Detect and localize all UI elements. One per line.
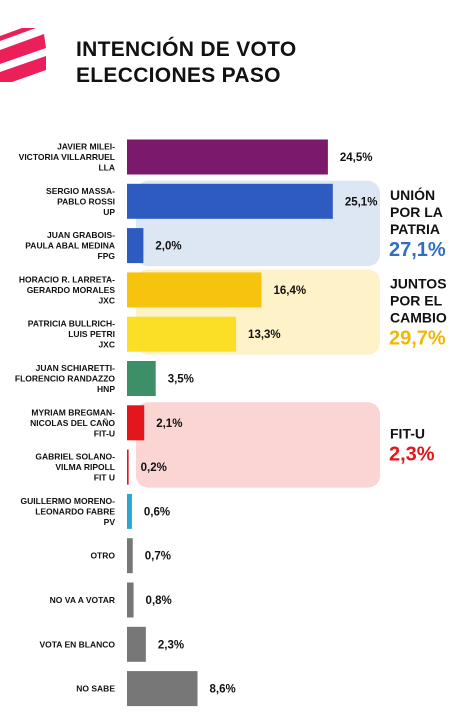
group-name-1-0: JUNTOS	[390, 276, 447, 292]
category-label-1-1: PABLO ROSSI	[57, 196, 115, 206]
value-label-3: 16,4%	[273, 285, 306, 297]
category-label-2-2: FPG	[98, 251, 116, 261]
logo-stripe-3	[0, 56, 46, 82]
value-label-10: 0,8%	[146, 595, 172, 607]
category-label-0-0: JAVIER MILEI-	[57, 142, 115, 152]
category-label-0-1: VICTORIA VILLARRUEL	[19, 152, 115, 162]
category-label-4-0: PATRICIA BULLRICH-	[28, 319, 115, 329]
category-label-4-2: JXC	[98, 340, 115, 350]
value-label-4: 13,3%	[248, 329, 281, 341]
category-label-4-1: LUIS PETRI	[68, 329, 115, 339]
category-label-7-1: VILMA RIPOLL	[55, 462, 115, 472]
value-label-1: 25,1%	[345, 196, 378, 208]
bar-5	[127, 361, 156, 396]
bar-9	[127, 538, 133, 574]
category-label-5-2: HNP	[97, 384, 115, 394]
category-label-12-0: NO SABE	[76, 684, 115, 694]
value-label-8: 0,6%	[144, 506, 170, 518]
bar-7	[127, 449, 129, 485]
category-label-3-0: HORACIO R. LARRETA-	[19, 274, 115, 284]
value-label-5: 3,5%	[168, 374, 194, 386]
category-label-6-1: NICOLAS DEL CAÑO	[30, 418, 115, 428]
category-label-2-0: JUAN GRABOIS-	[47, 230, 115, 240]
group-name-0-2: PATRIA	[390, 221, 440, 237]
bar-4	[127, 316, 237, 352]
bar-10	[127, 582, 134, 618]
bar-6	[127, 405, 145, 441]
value-label-7: 0,2%	[141, 462, 167, 474]
value-label-0: 24,5%	[340, 152, 373, 164]
bar-12	[127, 671, 198, 707]
logo-stripe-1	[0, 28, 36, 41]
category-label-6-0: MYRIAM BREGMAN-	[31, 407, 115, 417]
category-label-8-2: PV	[104, 517, 116, 527]
chart-title-line-1: INTENCIÓN DE VOTO	[76, 38, 297, 61]
value-label-6: 2,1%	[156, 418, 182, 430]
value-label-12: 8,6%	[210, 684, 236, 696]
value-label-2: 2,0%	[155, 241, 181, 253]
bar-11	[127, 626, 146, 662]
brand-logo-icon	[0, 28, 46, 82]
category-label-3-2: JXC	[98, 295, 115, 305]
bar-3	[127, 272, 262, 308]
category-label-5-0: JUAN SCHIARETTI-	[36, 363, 116, 373]
category-label-7-2: FIT U	[94, 473, 115, 483]
chart-title-line-2: ELECCIONES PASO	[76, 64, 281, 87]
category-label-2-1: PAULA ABAL MEDINA	[25, 241, 115, 251]
category-label-8-1: LEONARDO FABRE	[35, 506, 115, 516]
group-name-1-2: CAMBIO	[390, 310, 447, 326]
group-name-0-0: UNIÓN	[390, 186, 435, 203]
category-label-9-0: OTRO	[90, 551, 115, 561]
group-panel-2	[136, 402, 380, 488]
category-label-5-1: FLORENCIO RANDAZZO	[15, 374, 115, 384]
group-total-1: 29,7%	[389, 328, 446, 350]
category-label-10-0: NO VA A VOTAR	[50, 595, 115, 605]
bar-0	[127, 139, 328, 175]
group-name-1-1: POR EL	[390, 293, 443, 309]
group-total-2: 2,3%	[389, 443, 435, 465]
value-label-9: 0,7%	[145, 551, 171, 563]
category-label-11-0: VOTA EN BLANCO	[39, 639, 115, 649]
value-label-11: 2,3%	[158, 639, 184, 651]
category-label-0-2: LLA	[98, 163, 115, 173]
group-name-0-1: POR LA	[390, 204, 443, 220]
logo-stripe-2	[0, 34, 46, 64]
category-label-7-0: GABRIEL SOLANO-	[35, 452, 115, 462]
category-label-8-0: GUILLERMO MORENO-	[21, 496, 116, 506]
group-name-2-0: FIT-U	[390, 425, 425, 441]
bar-8	[127, 493, 132, 529]
category-label-6-2: FIT-U	[94, 428, 115, 438]
bar-2	[127, 228, 144, 264]
category-label-3-1: GERARDO MORALES	[27, 285, 116, 295]
category-label-1-0: SERGIO MASSA-	[46, 186, 115, 196]
bar-1	[127, 183, 333, 219]
group-total-0: 27,1%	[389, 239, 446, 261]
category-label-1-2: UP	[103, 207, 115, 217]
